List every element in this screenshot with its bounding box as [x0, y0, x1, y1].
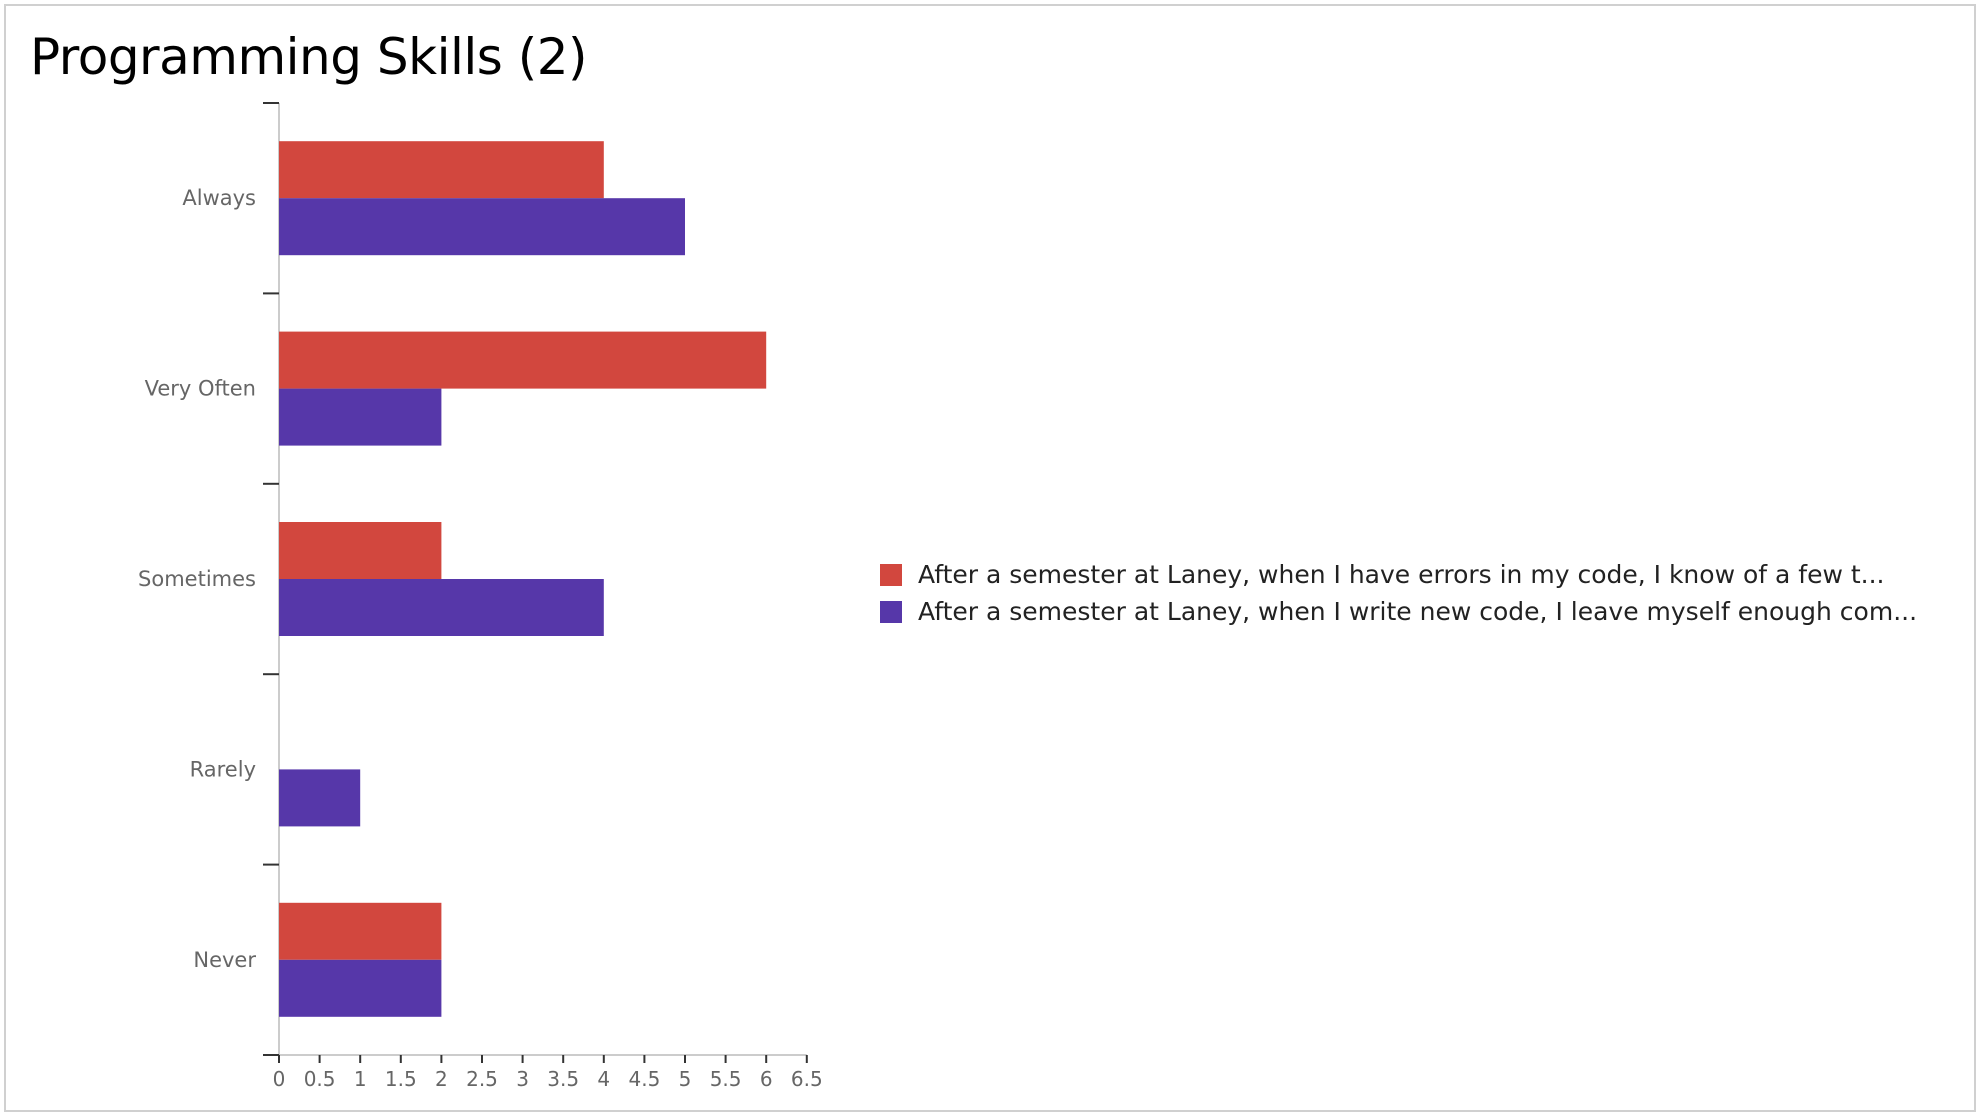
bar-1-series-1: [279, 388, 442, 446]
legend-label: After a semester at Laney, when I have e…: [918, 560, 1885, 589]
x-tick-label: 1.5: [385, 1067, 417, 1091]
x-tick-label: 3.5: [547, 1067, 579, 1091]
bar-0-series-1: [279, 198, 685, 256]
category-label: Rarely: [190, 757, 256, 781]
x-tick-label: 2.5: [466, 1067, 498, 1091]
legend-item: After a semester at Laney, when I have e…: [880, 556, 1917, 593]
bar-1-series-0: [279, 331, 767, 389]
bar-0-series-0: [279, 141, 604, 199]
bar-4-series-0: [279, 902, 442, 960]
legend-swatch: [880, 600, 902, 623]
x-tick-label: 0.5: [304, 1067, 336, 1091]
x-tick-label: 4: [597, 1067, 610, 1091]
x-tick-label: 0: [273, 1067, 286, 1091]
x-tick-label: 6: [760, 1067, 773, 1091]
x-tick-label: 1: [354, 1067, 367, 1091]
bar-3-series-1: [279, 769, 361, 827]
x-tick-label: 5.5: [710, 1067, 742, 1091]
x-tick-label: 5: [679, 1067, 692, 1091]
bar-2-series-1: [279, 579, 604, 636]
bar-2-series-0: [279, 522, 442, 579]
category-label: Very Often: [145, 377, 256, 401]
bar-4-series-1: [279, 959, 442, 1017]
x-tick-label: 3: [516, 1067, 529, 1091]
chart-legend: After a semester at Laney, when I have e…: [880, 556, 1917, 630]
legend-item: After a semester at Laney, when I write …: [880, 593, 1917, 630]
x-tick-label: 6.5: [791, 1067, 823, 1091]
legend-label: After a semester at Laney, when I write …: [918, 597, 1918, 626]
category-label: Sometimes: [138, 567, 256, 591]
x-tick-label: 4.5: [628, 1067, 660, 1091]
legend-swatch: [880, 563, 902, 586]
category-label: Never: [193, 948, 256, 972]
x-tick-label: 2: [435, 1067, 448, 1091]
page-title: Programming Skills (2): [30, 28, 588, 86]
category-label: Always: [182, 186, 256, 210]
